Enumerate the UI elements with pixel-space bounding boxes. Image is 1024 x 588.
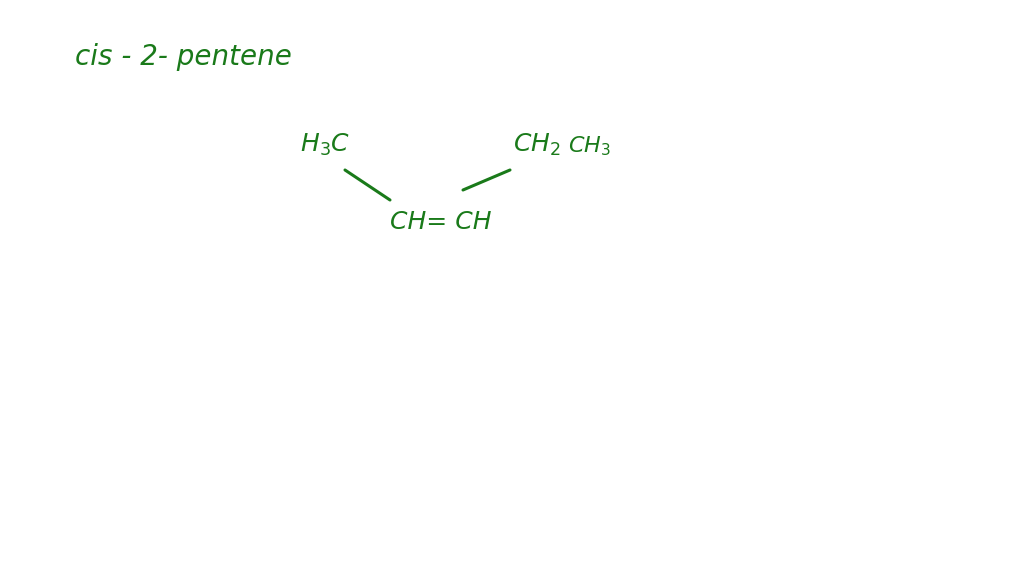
Text: CH= CH: CH= CH — [390, 210, 492, 234]
Text: CH$_2$: CH$_2$ — [513, 132, 561, 158]
Text: H$_3$C: H$_3$C — [300, 132, 350, 158]
Text: cis - 2- pentene: cis - 2- pentene — [75, 43, 292, 71]
Text: CH$_3$: CH$_3$ — [568, 135, 611, 158]
